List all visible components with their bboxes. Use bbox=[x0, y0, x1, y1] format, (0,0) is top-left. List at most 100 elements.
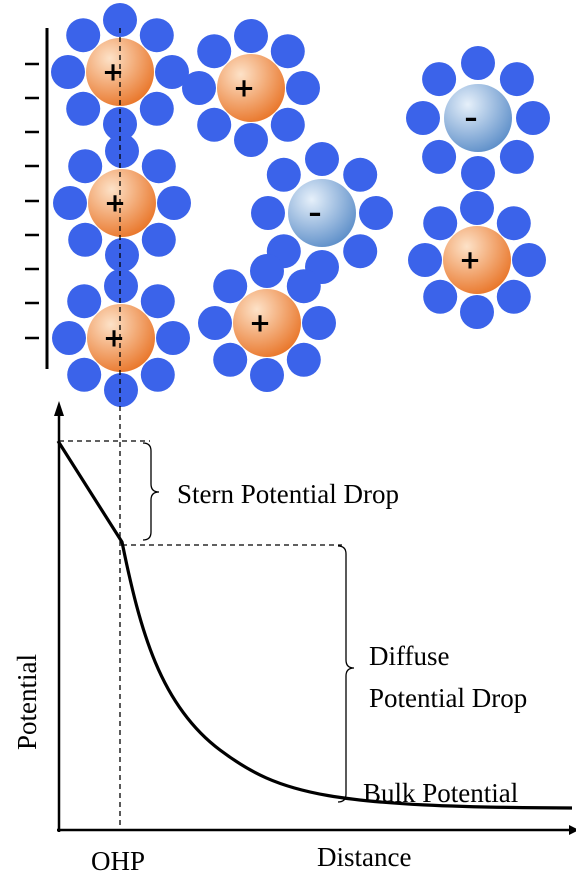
solvent-molecule bbox=[499, 62, 534, 97]
cation-sphere bbox=[86, 38, 154, 106]
cation-2: + bbox=[182, 19, 320, 157]
solvent-molecule bbox=[104, 269, 138, 303]
solvent-molecule bbox=[460, 191, 494, 225]
solvent-molecule bbox=[422, 139, 457, 174]
solvent-molecule bbox=[343, 157, 378, 192]
x-axis-label: Distance bbox=[317, 842, 411, 872]
solvent-molecule bbox=[305, 142, 339, 176]
stern-potential-drop-label: Stern Potential Drop bbox=[177, 479, 399, 509]
solvent-molecule bbox=[270, 34, 305, 69]
anion-charge-sign: – bbox=[465, 104, 478, 134]
ions: + + + + – + – + bbox=[51, 3, 550, 407]
solvent-molecule bbox=[141, 222, 176, 257]
anion-sphere bbox=[288, 179, 356, 247]
solvent-molecule bbox=[286, 269, 321, 304]
electrode bbox=[25, 28, 49, 369]
diffuse-label-line2: Potential Drop bbox=[369, 683, 527, 713]
solvent-molecule bbox=[67, 284, 102, 319]
potential-plot: Stern Potential Drop Diffuse Potential D… bbox=[12, 28, 576, 876]
solvent-molecule bbox=[213, 342, 248, 377]
solvent-molecule bbox=[52, 321, 86, 355]
anion-sphere bbox=[444, 84, 512, 152]
y-axis-arrow bbox=[54, 401, 64, 416]
solvent-molecule bbox=[156, 321, 190, 355]
solvent-molecule bbox=[66, 18, 101, 53]
solvent-molecule bbox=[251, 196, 285, 230]
solvent-molecule bbox=[157, 186, 191, 220]
solvent-molecule bbox=[234, 123, 268, 157]
cation-charge-sign: + bbox=[102, 58, 124, 88]
potential-curve bbox=[56, 440, 573, 810]
solvent-molecule bbox=[155, 55, 189, 89]
cation-6: + bbox=[198, 254, 336, 392]
cation-sphere bbox=[88, 169, 156, 237]
solvent-molecule bbox=[343, 234, 378, 269]
electrode-charges bbox=[25, 62, 39, 340]
solvent-molecule bbox=[496, 206, 531, 241]
bulk-potential-label: Bulk Potential bbox=[363, 778, 518, 808]
solvent-molecule bbox=[234, 19, 268, 53]
y-axis-label: Potential bbox=[12, 654, 42, 750]
cation-1: + bbox=[51, 3, 189, 141]
solvent-molecule bbox=[140, 357, 175, 392]
solvent-molecule bbox=[461, 46, 495, 80]
solvent-molecule bbox=[103, 107, 137, 141]
cation-charge-sign: + bbox=[103, 324, 125, 354]
cation-sphere bbox=[233, 289, 301, 357]
solvent-molecule bbox=[68, 222, 103, 257]
anion-7: – bbox=[406, 46, 550, 190]
cation-charge-sign: + bbox=[249, 309, 271, 339]
cation-charge-sign: + bbox=[459, 246, 481, 276]
cation-sphere bbox=[217, 54, 285, 122]
solvent-molecule bbox=[103, 3, 137, 37]
solvent-molecule bbox=[105, 238, 139, 272]
solvent-molecule bbox=[141, 149, 176, 184]
solvent-molecule bbox=[499, 139, 534, 174]
solvent-molecule bbox=[140, 284, 175, 319]
solvent-molecule bbox=[51, 55, 85, 89]
cation-4: + bbox=[52, 269, 190, 407]
stern-brace bbox=[142, 442, 160, 541]
solvent-molecule bbox=[423, 206, 458, 241]
solvent-molecule bbox=[461, 156, 495, 190]
solvent-molecule bbox=[53, 186, 87, 220]
solvent-molecule bbox=[516, 101, 550, 135]
solvent-molecule bbox=[270, 107, 305, 142]
cation-sphere bbox=[443, 226, 511, 294]
solvent-molecule bbox=[250, 254, 284, 288]
diffuse-label-line1: Diffuse bbox=[369, 641, 450, 671]
cation-charge-sign: + bbox=[104, 189, 126, 219]
solvent-molecule bbox=[197, 34, 232, 69]
solvent-molecule bbox=[67, 357, 102, 392]
solvent-molecule bbox=[496, 279, 531, 314]
x-axis-arrow bbox=[569, 825, 576, 835]
solvent-molecule bbox=[422, 62, 457, 97]
solvent-molecule bbox=[286, 342, 321, 377]
solvent-molecule bbox=[198, 306, 232, 340]
solvent-molecule bbox=[266, 157, 301, 192]
solvent-molecule bbox=[286, 71, 320, 105]
cation-charge-sign: + bbox=[233, 74, 255, 104]
solvent-molecule bbox=[197, 107, 232, 142]
solvent-molecule bbox=[105, 134, 139, 168]
solvent-molecule bbox=[104, 373, 138, 407]
solvent-molecule bbox=[139, 18, 174, 53]
anion-charge-sign: – bbox=[309, 199, 322, 229]
solvent-molecule bbox=[460, 295, 494, 329]
anion-5: – bbox=[251, 142, 393, 284]
cation-sphere bbox=[87, 304, 155, 372]
solvent-molecule bbox=[213, 269, 248, 304]
solvent-molecule bbox=[68, 149, 103, 184]
solvent-molecule bbox=[66, 91, 101, 126]
solvent-molecule bbox=[359, 196, 393, 230]
solvent-molecule bbox=[408, 243, 442, 277]
solvent-molecule bbox=[423, 279, 458, 314]
solvent-molecule bbox=[302, 306, 336, 340]
solvent-molecule bbox=[512, 243, 546, 277]
diffuse-brace bbox=[337, 545, 355, 803]
cation-8: + bbox=[408, 191, 546, 329]
solvent-molecule bbox=[139, 91, 174, 126]
solvent-molecule bbox=[182, 71, 216, 105]
cation-3: + bbox=[53, 134, 191, 272]
